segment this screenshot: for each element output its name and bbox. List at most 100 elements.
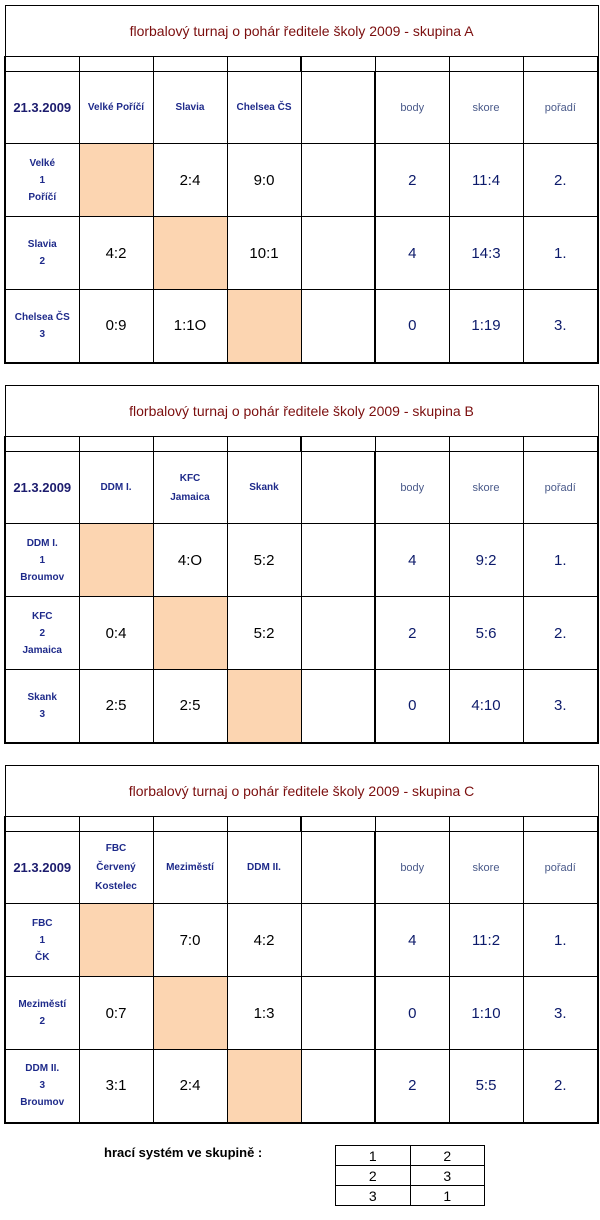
- match-date: 21.3.2009: [4, 831, 80, 904]
- group-title: florbalový turnaj o pohár ředitele školy…: [4, 765, 599, 817]
- system-table: 1 2 2 3 3 1: [335, 1145, 485, 1206]
- team-goals: 14:3: [448, 216, 524, 290]
- team-points: 0: [374, 289, 450, 364]
- poradi-header: pořadí: [522, 71, 600, 144]
- team-name-line: KFC: [31, 610, 53, 622]
- team-name-line: Slavia: [27, 239, 57, 250]
- self-match-cell: [152, 596, 228, 670]
- self-match-cell: [152, 216, 228, 290]
- team-row: Chelsea ČS 3 0:9 1:1O 0 1:19 3.: [4, 289, 600, 364]
- self-match-cell: [226, 1049, 302, 1124]
- match-score: 2:4: [152, 1049, 228, 1124]
- team-name: Meziměstí 2: [4, 976, 80, 1050]
- team-points: 4: [374, 523, 450, 597]
- self-match-cell: [78, 523, 154, 597]
- team-name-line: Velké: [29, 157, 56, 169]
- spacer-cell: [152, 436, 228, 452]
- skore-header: skore: [448, 831, 524, 904]
- body-header: body: [374, 831, 450, 904]
- team-name: Skank 3: [4, 669, 80, 744]
- system-row: 3 1: [335, 1185, 485, 1206]
- team-name-line: 1: [39, 554, 46, 566]
- empty-cell: [300, 1049, 376, 1124]
- system-cell: 3: [409, 1165, 485, 1186]
- team-name-line: DDM I.: [26, 537, 58, 549]
- team-name-line: Meziměstí: [18, 999, 67, 1010]
- column-team-line: Kostelec: [95, 881, 137, 892]
- column-team-line: FBC: [105, 843, 127, 854]
- self-match-cell: [78, 903, 154, 977]
- team-points: 4: [374, 216, 450, 290]
- group-title: florbalový turnaj o pohár ředitele školy…: [4, 385, 599, 437]
- match-score: 9:0: [226, 143, 302, 217]
- team-name-line: Chelsea ČS: [14, 311, 70, 323]
- team-name-line: 3: [39, 1080, 46, 1092]
- spacer-cell: [226, 56, 302, 72]
- self-match-cell: [78, 143, 154, 217]
- match-score: 1:3: [226, 976, 302, 1050]
- team-name-line: ČK: [35, 951, 50, 963]
- match-score: 4:O: [152, 523, 228, 597]
- column-team: Velké Poříčí: [78, 71, 154, 144]
- match-score: 0:4: [78, 596, 154, 670]
- team-points: 0: [374, 976, 450, 1050]
- column-team: Chelsea ČS: [226, 71, 302, 144]
- team-name-line: Poříčí: [28, 191, 57, 203]
- team-name: DDM I. 1 Broumov: [4, 523, 80, 597]
- system-cell: 3: [335, 1185, 411, 1206]
- team-name-line: 1: [39, 174, 46, 186]
- empty-cell: [300, 451, 376, 524]
- match-score: 2:5: [152, 669, 228, 744]
- team-row: Meziměstí 2 0:7 1:3 0 1:10 3.: [4, 976, 600, 1050]
- column-team-line: KFC: [179, 472, 201, 484]
- column-team: KFC Jamaica: [152, 451, 228, 524]
- team-name: Velké 1 Poříčí: [4, 143, 80, 217]
- spacer-cell: [78, 436, 154, 452]
- match-score: 1:1O: [152, 289, 228, 364]
- team-goals: 11:2: [448, 903, 524, 977]
- match-score: 0:9: [78, 289, 154, 364]
- team-name: FBC 1 ČK: [4, 903, 80, 977]
- spacer-cell: [78, 816, 154, 832]
- team-rank: 1.: [522, 903, 600, 977]
- match-score: 4:2: [78, 216, 154, 290]
- self-match-cell: [226, 669, 302, 744]
- team-goals: 1:10: [448, 976, 524, 1050]
- column-team: FBC Červený Kostelec: [78, 831, 154, 904]
- spacer-cell: [152, 56, 228, 72]
- team-name: DDM II. 3 Broumov: [4, 1049, 80, 1124]
- column-team: Slavia: [152, 71, 228, 144]
- team-rank: 3.: [522, 976, 600, 1050]
- team-name-line: FBC: [31, 917, 53, 929]
- spacer-cell: [300, 816, 376, 832]
- self-match-cell: [226, 289, 302, 364]
- empty-cell: [300, 289, 376, 364]
- skore-header: skore: [448, 451, 524, 524]
- spacer-cell: [4, 816, 80, 832]
- team-rank: 2.: [522, 596, 599, 670]
- column-team-line: DDM II.: [247, 862, 281, 873]
- team-name: Chelsea ČS 3: [4, 289, 80, 364]
- group-table-2: florbalový turnaj o pohár ředitele školy…: [4, 765, 600, 1124]
- column-team-line: Jamaica: [170, 491, 210, 503]
- team-goals: 1:19: [448, 289, 524, 364]
- team-row: Velké 1 Poříčí 2:4 9:0 2 11:4 2.: [4, 143, 600, 217]
- team-row: Skank 3 2:5 2:5 0 4:10 3.: [4, 669, 599, 744]
- match-date: 21.3.2009: [4, 71, 80, 144]
- team-row: DDM I. 1 Broumov 4:O 5:2 4 9:2 1.: [4, 523, 599, 597]
- team-name-line: 3: [39, 708, 46, 720]
- team-points: 2: [374, 1049, 450, 1124]
- match-score: 0:7: [78, 976, 154, 1050]
- system-cell: 2: [335, 1165, 411, 1186]
- spacer-cell: [374, 816, 450, 832]
- team-name-line: Broumov: [20, 571, 65, 583]
- system-label: hrací systém ve skupině :: [104, 1145, 263, 1160]
- spacer-cell: [448, 816, 524, 832]
- team-name-line: 2: [39, 1016, 46, 1027]
- team-name-line: DDM II.: [25, 1063, 60, 1075]
- body-header: body: [374, 451, 450, 524]
- system-row: 1 2: [335, 1145, 485, 1166]
- poradi-header: pořadí: [522, 451, 599, 524]
- team-row: KFC 2 Jamaica 0:4 5:2 2 5:6 2.: [4, 596, 599, 670]
- spacer-cell: [152, 816, 228, 832]
